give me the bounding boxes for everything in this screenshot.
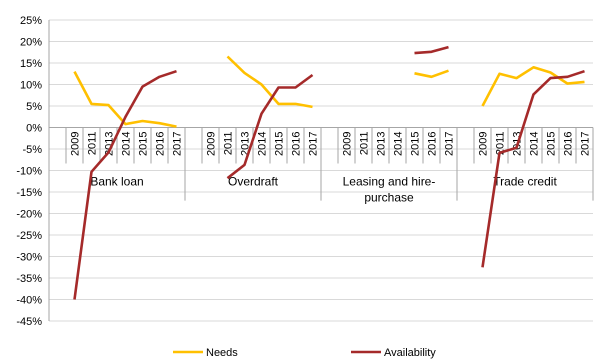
x-axis: 2009 2011 2013 2014 2015 2016 2017 2009 2011 2013… <box>48 127 594 204</box>
y-tick-label: 20% <box>20 37 42 49</box>
legend: Needs Availability <box>173 347 436 359</box>
series-line-needs <box>73 70 177 128</box>
x-tick-label: 2011 <box>223 132 235 156</box>
x-tick-label: 2017 <box>580 132 592 156</box>
x-tick-label: 2011 <box>359 132 371 156</box>
y-tick-label: 0% <box>26 123 42 135</box>
x-tick-label: 2013 <box>376 132 388 156</box>
x-tick-label: 2017 <box>172 132 184 156</box>
group-label: Trade credit <box>493 174 557 188</box>
x-tick-label: 2014 <box>529 132 541 156</box>
x-tick-label: 2017 <box>308 132 320 156</box>
series-line-availability <box>73 69 177 300</box>
x-tick-label: 2015 <box>274 132 286 156</box>
y-tick-label: 15% <box>20 58 42 70</box>
x-tick-label: 2016 <box>155 132 167 156</box>
legend-label: Availability <box>384 347 436 359</box>
group-label: Bank loan <box>90 174 143 188</box>
y-tick-label: -5% <box>22 144 42 156</box>
y-tick-label: -20% <box>16 209 42 221</box>
x-tick-label: 2015 <box>546 132 558 156</box>
x-tick-label: 2014 <box>257 132 269 156</box>
y-tick-label: -10% <box>16 166 42 178</box>
x-tick-label: 2016 <box>563 132 575 156</box>
group-label: Overdraft <box>228 174 279 188</box>
x-tick-label: 2016 <box>291 132 303 156</box>
group-label: Leasing and hire- <box>343 174 436 188</box>
x-tick-label: 2015 <box>410 132 422 156</box>
y-tick-label: -15% <box>16 187 42 199</box>
x-tick-label: 2017 <box>444 132 456 156</box>
series-lines <box>73 45 585 300</box>
legend-label: Needs <box>206 347 238 359</box>
y-tick-label: 25% <box>20 15 42 27</box>
x-tick-label: 2014 <box>393 132 405 156</box>
x-tick-label: 2014 <box>121 132 133 156</box>
series-line-availability <box>226 73 314 180</box>
series-line-needs <box>414 69 449 79</box>
y-axis: 25% 20% 15% 10% 5% 0% -5% -10% -15% -20% -25% -30% -… <box>16 15 50 328</box>
series-line-needs <box>226 55 313 109</box>
series-line-availability <box>481 69 585 268</box>
y-tick-label: 5% <box>26 101 42 113</box>
series-line-needs <box>481 66 585 107</box>
x-tick-label: 2013 <box>104 132 116 156</box>
x-tick-label: 2009 <box>206 132 218 156</box>
group-label: purchase <box>364 190 414 204</box>
y-tick-label: 10% <box>20 80 42 92</box>
x-tick-label: 2015 <box>138 132 150 156</box>
x-tick-label: 2016 <box>427 132 439 156</box>
y-tick-label: -45% <box>16 316 42 328</box>
x-tick-label: 2011 <box>495 132 507 156</box>
y-tick-label: -30% <box>16 252 42 264</box>
y-tick-label: -25% <box>16 230 42 242</box>
x-tick-label: 2009 <box>478 132 490 156</box>
y-tick-label: -40% <box>16 295 42 307</box>
series-line-availability <box>414 45 449 55</box>
y-tick-label: -35% <box>16 273 42 285</box>
x-tick-label: 2009 <box>342 132 354 156</box>
x-tick-label: 2011 <box>87 132 99 156</box>
x-tick-label: 2009 <box>70 132 82 156</box>
